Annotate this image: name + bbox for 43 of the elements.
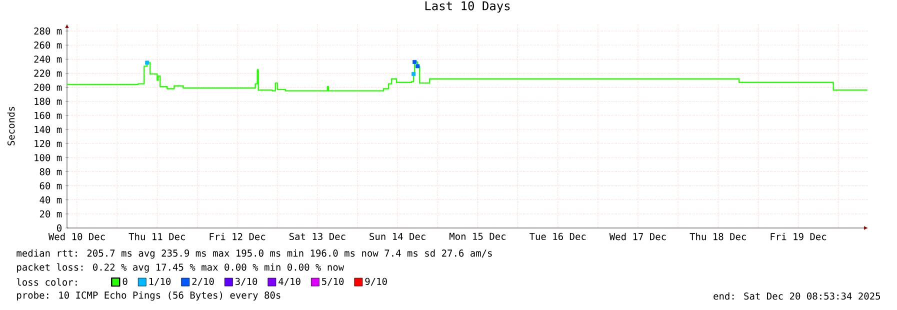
x-tick-label: Sun 14 Dec [370, 232, 426, 240]
legend-title: loss color: [16, 278, 77, 286]
legend-label: 5/10 [322, 278, 344, 286]
y-tick-label: 260 m [34, 42, 62, 49]
legend-label: 0 [122, 278, 128, 286]
x-tick-label: Fri 19 Dec [770, 232, 826, 240]
y-tick-label: 120 m [34, 140, 62, 148]
text: packet loss: 0.22 % avg 17.45 % max 0.00 % min 0.00 % now [17, 263, 344, 273]
y-tick-label: 80 m [40, 168, 62, 176]
legend-label: 1/10 [149, 278, 171, 286]
y-tick-label: 240 m [34, 56, 62, 63]
y-tick-label: 20 m [40, 210, 62, 218]
point [145, 60, 150, 65]
x-tick-label: Thu 18 Dec [690, 232, 746, 240]
legend-label: 9/10 [365, 278, 387, 286]
x-tick-label: Wed 10 Dec [48, 232, 105, 240]
point [412, 72, 416, 76]
y-tick-label: 160 m [34, 112, 62, 120]
x-tick-label: Thu 11 Dec [128, 232, 185, 240]
x-tick-label: Fri 12 Dec [210, 232, 266, 240]
x-tick-label: Sat 13 Dec [289, 232, 346, 240]
point [412, 60, 417, 64]
y-axis-title: Seconds [7, 106, 15, 146]
x-tick-label: Mon 15 Dec [450, 232, 506, 240]
legend-label: 3/10 [235, 278, 258, 286]
text: probe: 10 ICMP Echo Pings (56 Bytes) every 80s [17, 291, 280, 301]
y-tick-label: 140 m [34, 126, 62, 134]
y-tick-label: 60 m [40, 182, 62, 190]
y-tick-label: 180 m [34, 98, 62, 105]
chart-title: Last 10 Days [425, 1, 510, 13]
text: end: Sat Dec 20 08:53:34 2025 [714, 292, 880, 300]
y-tick-label: 40 m [40, 196, 62, 204]
text: median rtt: 205.7 ms avg 235.9 ms max 195.0 ms min 196.0 ms now 7.4 ms sd 27.6 am/s [16, 249, 492, 259]
y-tick-label: 200 m [34, 84, 62, 91]
point [416, 64, 420, 68]
x-tick-label: Wed 17 Dec [609, 232, 666, 240]
legend-label: 2/10 [192, 278, 214, 286]
y-tick-label: 280 m [34, 27, 62, 35]
y-tick-label: 100 m [34, 154, 62, 162]
y-tick-label: 0 [57, 224, 62, 232]
x-tick-label: Tue 16 Dec [529, 232, 586, 240]
legend-label: 4/10 [278, 278, 300, 286]
y-tick-label: 220 m [34, 70, 62, 77]
